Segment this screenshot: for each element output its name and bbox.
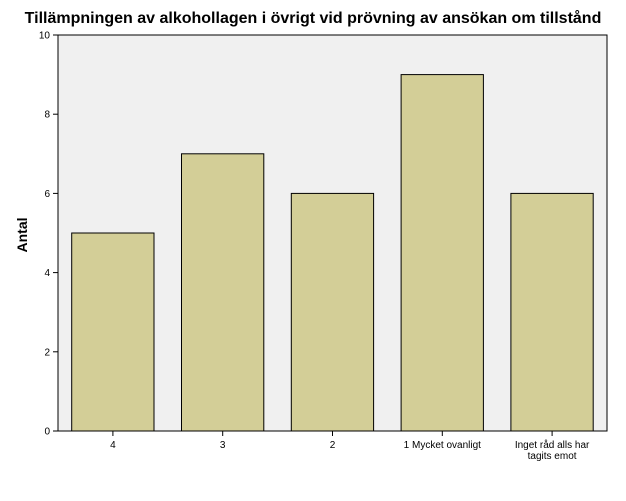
bar-2 xyxy=(181,153,265,432)
y-axis: 0 2 4 6 8 10 xyxy=(39,31,59,438)
x-tick-label: Inget råd alls har tagits emot xyxy=(515,439,590,462)
y-tick-label: 4 xyxy=(44,268,50,279)
bar-4 xyxy=(400,74,484,432)
y-tick-label: 8 xyxy=(44,110,50,121)
x-tick-label: 2 xyxy=(330,440,336,451)
bars-group xyxy=(71,74,594,432)
x-tick-label: 4 xyxy=(110,440,116,451)
chart-title: Tillämpningen av alkohollagen i övrigt v… xyxy=(24,10,602,27)
bar-5 xyxy=(510,192,594,432)
x-axis: 4 3 2 1 Mycket ovanligt Inget råd alls har ta… xyxy=(58,430,607,462)
y-tick-label: 6 xyxy=(44,189,50,200)
bar-1 xyxy=(71,232,155,432)
bar-3 xyxy=(290,192,375,432)
x-tick-label: 3 xyxy=(220,440,226,451)
y-tick-label: 10 xyxy=(39,31,51,42)
x-tick-label: 1 Mycket ovanligt xyxy=(404,440,481,451)
y-tick-label: 2 xyxy=(44,347,50,358)
y-tick-label: 0 xyxy=(44,427,50,438)
